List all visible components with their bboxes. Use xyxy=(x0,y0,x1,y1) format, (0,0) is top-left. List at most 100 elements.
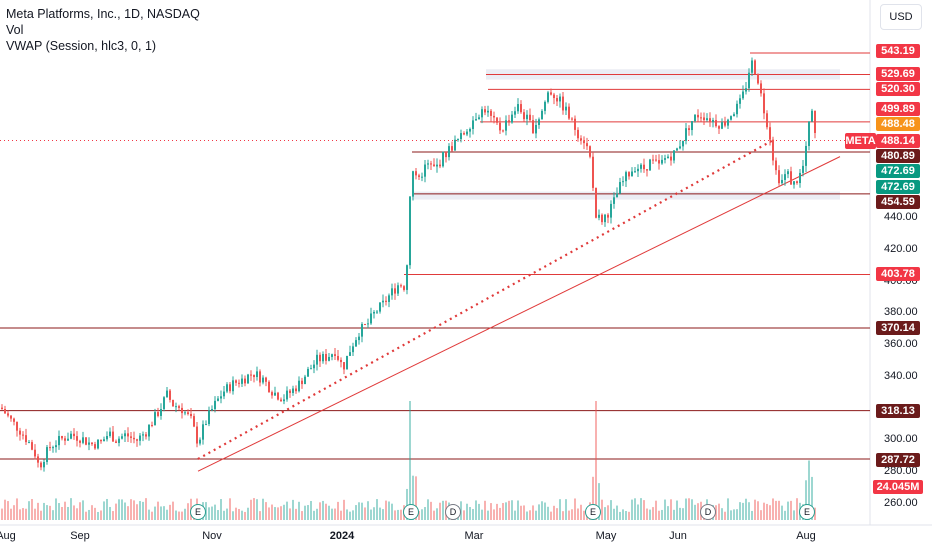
volume-bar xyxy=(298,501,300,520)
candle-body xyxy=(436,164,438,167)
earnings-icon[interactable]: E xyxy=(190,504,206,520)
volume-bar xyxy=(412,475,414,520)
legend-volume: Vol xyxy=(6,23,24,37)
candle-body xyxy=(355,340,357,347)
candle-body xyxy=(505,120,507,131)
candle-body xyxy=(469,128,471,132)
candle-body xyxy=(427,163,429,165)
candle-body xyxy=(802,165,804,173)
earnings-icon[interactable]: E xyxy=(799,504,815,520)
candle-body xyxy=(421,176,423,178)
candle-body xyxy=(175,406,177,408)
volume-bar xyxy=(157,501,159,520)
price-tag-529: 529.69 xyxy=(876,67,920,81)
y-tick: 360.00 xyxy=(884,338,918,350)
candle-body xyxy=(115,441,117,443)
earnings-icon[interactable]: E xyxy=(403,504,419,520)
volume-bar xyxy=(592,476,594,520)
volume-bar xyxy=(613,508,615,520)
volume-bar xyxy=(760,510,762,520)
volume-bar xyxy=(739,502,741,520)
volume-bar xyxy=(262,498,264,520)
candle-body xyxy=(142,434,144,436)
volume-bar xyxy=(91,505,93,520)
volume-bar xyxy=(58,503,60,520)
volume-bar xyxy=(397,509,399,520)
volume-bar xyxy=(469,507,471,520)
volume-bar xyxy=(772,498,774,520)
candle-body xyxy=(748,72,750,89)
volume-bar xyxy=(283,504,285,520)
volume-bar xyxy=(385,500,387,520)
candle-body xyxy=(280,399,282,402)
volume-bar xyxy=(508,500,510,520)
volume-bar xyxy=(250,499,252,520)
candle-body xyxy=(13,418,15,422)
candle-body xyxy=(160,409,162,416)
y-tick: 340.00 xyxy=(884,370,918,382)
candle-body xyxy=(808,121,810,146)
candle-body xyxy=(568,106,570,119)
volume-bar xyxy=(487,510,489,520)
candle-body xyxy=(706,118,708,121)
candle-body xyxy=(358,336,360,341)
candle-body xyxy=(214,400,216,410)
candle-body xyxy=(202,424,204,440)
volume-bar xyxy=(106,498,108,520)
candle-body xyxy=(466,131,468,135)
volume-bar xyxy=(325,503,327,520)
candle-body xyxy=(643,164,645,170)
candle-body xyxy=(151,424,153,426)
candle-body xyxy=(208,410,210,425)
candle-body xyxy=(541,110,543,120)
dividend-icon[interactable]: D xyxy=(700,504,716,520)
candle-body xyxy=(472,120,474,129)
candle-body xyxy=(667,156,669,159)
volume-bar xyxy=(694,504,696,520)
volume-bar xyxy=(769,505,771,520)
earnings-icon[interactable]: E xyxy=(585,504,601,520)
candle-body xyxy=(634,171,636,173)
support-zone xyxy=(412,191,840,200)
x-tick: Mar xyxy=(464,530,484,542)
candle-body xyxy=(619,182,621,194)
candle-body xyxy=(721,122,723,129)
candle-body xyxy=(349,352,351,356)
volume-bar xyxy=(268,507,270,520)
candle-body xyxy=(778,170,780,184)
candle-body xyxy=(514,111,516,115)
candle-body xyxy=(163,397,165,410)
candle-body xyxy=(739,98,741,104)
candle-body xyxy=(613,197,615,204)
candle-body xyxy=(337,355,339,360)
candle-body xyxy=(70,433,72,439)
volume-bar xyxy=(673,509,675,520)
candle-body xyxy=(679,146,681,149)
dividend-icon[interactable]: D xyxy=(445,504,461,520)
chart-legend: Meta Platforms, Inc., 1D, NASDAQ Vol VWA… xyxy=(6,6,200,54)
candle-body xyxy=(106,436,108,440)
volume-bar xyxy=(658,510,660,520)
candle-body xyxy=(544,101,546,111)
volume-bar xyxy=(16,498,18,520)
volume-bar xyxy=(163,506,165,520)
volume-bar xyxy=(70,498,72,520)
candle-body xyxy=(532,120,534,134)
volume-bar xyxy=(571,509,573,520)
x-tick: Aug xyxy=(796,530,816,542)
candle-body xyxy=(334,354,336,356)
volume-bar xyxy=(28,501,30,520)
volume-bar xyxy=(637,504,639,520)
candle-body xyxy=(538,119,540,125)
volume-bar xyxy=(535,510,537,520)
volume-bar xyxy=(127,506,129,520)
candle-body xyxy=(109,431,111,437)
candle-body xyxy=(34,449,36,457)
volume-bar xyxy=(478,503,480,520)
candle-body xyxy=(217,398,219,401)
volume-bar xyxy=(244,511,246,520)
x-tick: Jun xyxy=(669,530,687,542)
volume-bar xyxy=(784,510,786,520)
currency-selector[interactable]: USD xyxy=(880,4,922,30)
